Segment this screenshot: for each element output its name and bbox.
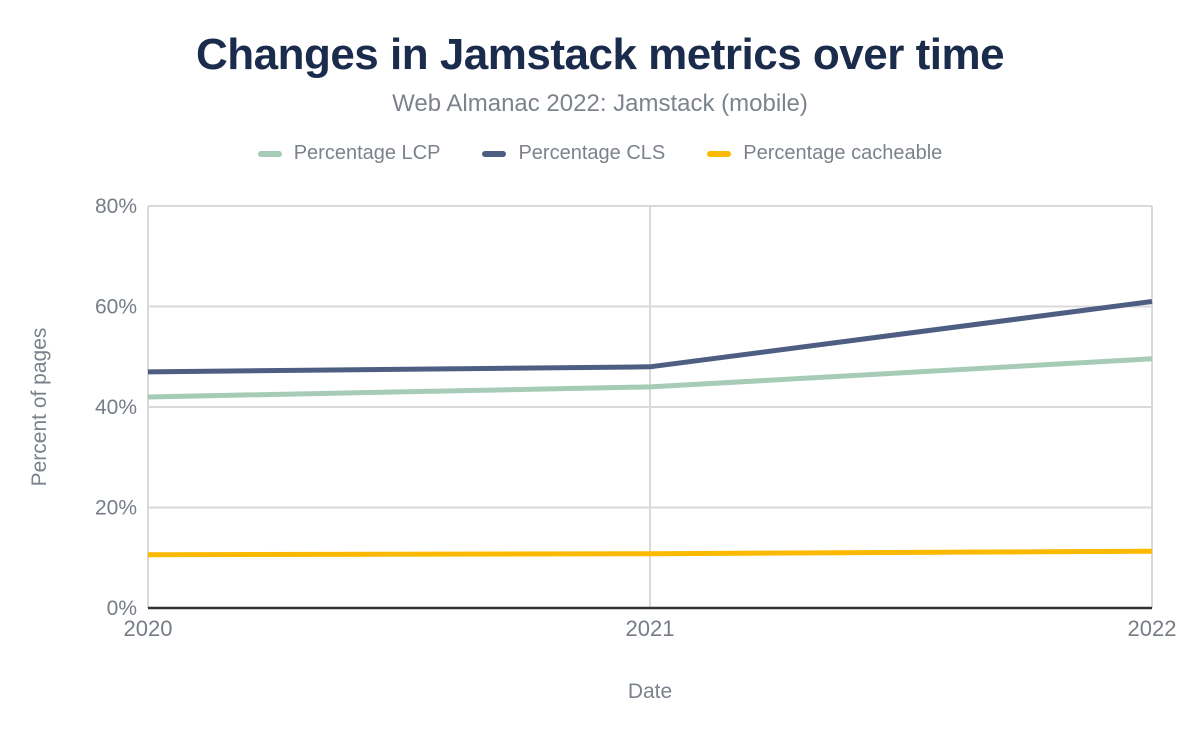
x-axis-title: Date <box>628 680 672 703</box>
legend-label-percentage-cls: Percentage CLS <box>518 142 666 164</box>
y-tick-label: 20% <box>95 497 137 520</box>
x-tick-label: 2022 <box>1128 616 1177 641</box>
series-line-percentage-cls <box>147 298 1153 375</box>
legend-item-percentage-lcp: Percentage LCP <box>257 142 441 165</box>
legend-swatch-percentage-lcp <box>257 150 282 157</box>
legend-swatch-percentage-cacheable <box>707 150 732 157</box>
chart-subtitle: Web Almanac 2022: Jamstack (mobile) <box>392 90 808 117</box>
y-axis-title: Percent of pages <box>28 328 51 487</box>
legend-label-percentage-cacheable: Percentage cacheable <box>743 142 943 164</box>
legend-item-percentage-cacheable: Percentage cacheable <box>707 142 942 165</box>
legend-item-percentage-cls: Percentage CLS <box>482 142 665 165</box>
legend: Percentage LCP Percentage CLS Percentage… <box>0 142 1200 165</box>
y-tick-label: 0% <box>107 597 137 620</box>
chart-title: Changes in Jamstack metrics over time <box>195 30 1005 79</box>
y-tick-label: 40% <box>95 396 137 419</box>
x-tick-label: 2020 <box>124 616 173 641</box>
legend-label-percentage-lcp: Percentage LCP <box>293 142 441 164</box>
line-chart: 0% 20% 40% 60% 80% 2020 2021 2022 Percent of pag… <box>28 195 1177 703</box>
y-tick-label: 60% <box>95 296 137 319</box>
x-tick-label: 2021 <box>626 616 675 641</box>
y-tick-label: 80% <box>95 195 137 218</box>
series-line-percentage-lcp <box>147 356 1153 400</box>
legend-swatch-percentage-cls <box>482 150 507 157</box>
series-line-percentage-cacheable <box>147 548 1153 558</box>
